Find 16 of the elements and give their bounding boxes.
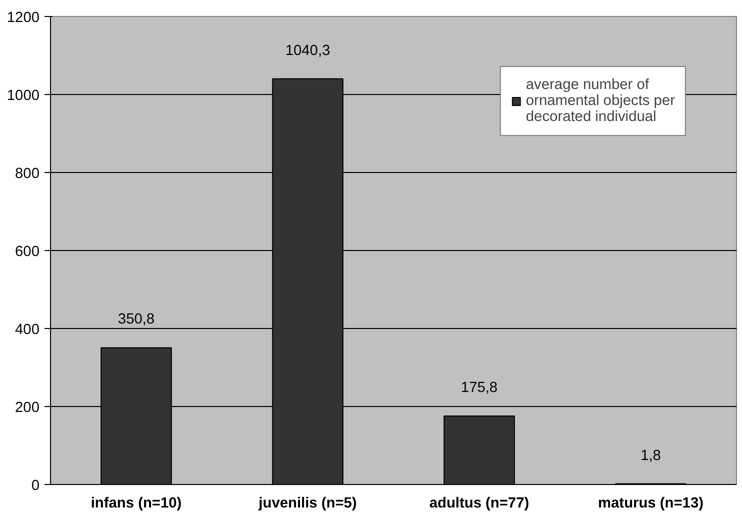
x-tick-label: infans (n=10)	[90, 496, 182, 512]
y-tick-label: 0	[31, 478, 40, 494]
y-tick-label: 1000	[6, 88, 40, 104]
x-tick-label: adultus (n=77)	[429, 496, 530, 512]
data-label: 175,8	[460, 380, 498, 396]
data-label: 1,8	[640, 448, 661, 464]
y-tick-label: 800	[15, 166, 40, 182]
legend-label: average number of ornamental objects per decorated individual	[526, 77, 675, 125]
y-tick-label: 1200	[6, 10, 40, 26]
x-tick-label: maturus (n=13)	[598, 496, 704, 512]
x-tick-label: juvenilis (n=5)	[258, 496, 357, 512]
y-tick-label: 600	[15, 244, 40, 260]
y-tick-label: 200	[15, 400, 40, 416]
data-label: 350,8	[118, 312, 155, 328]
y-tick-label: 400	[15, 322, 40, 338]
data-label: 1040,3	[285, 42, 330, 59]
